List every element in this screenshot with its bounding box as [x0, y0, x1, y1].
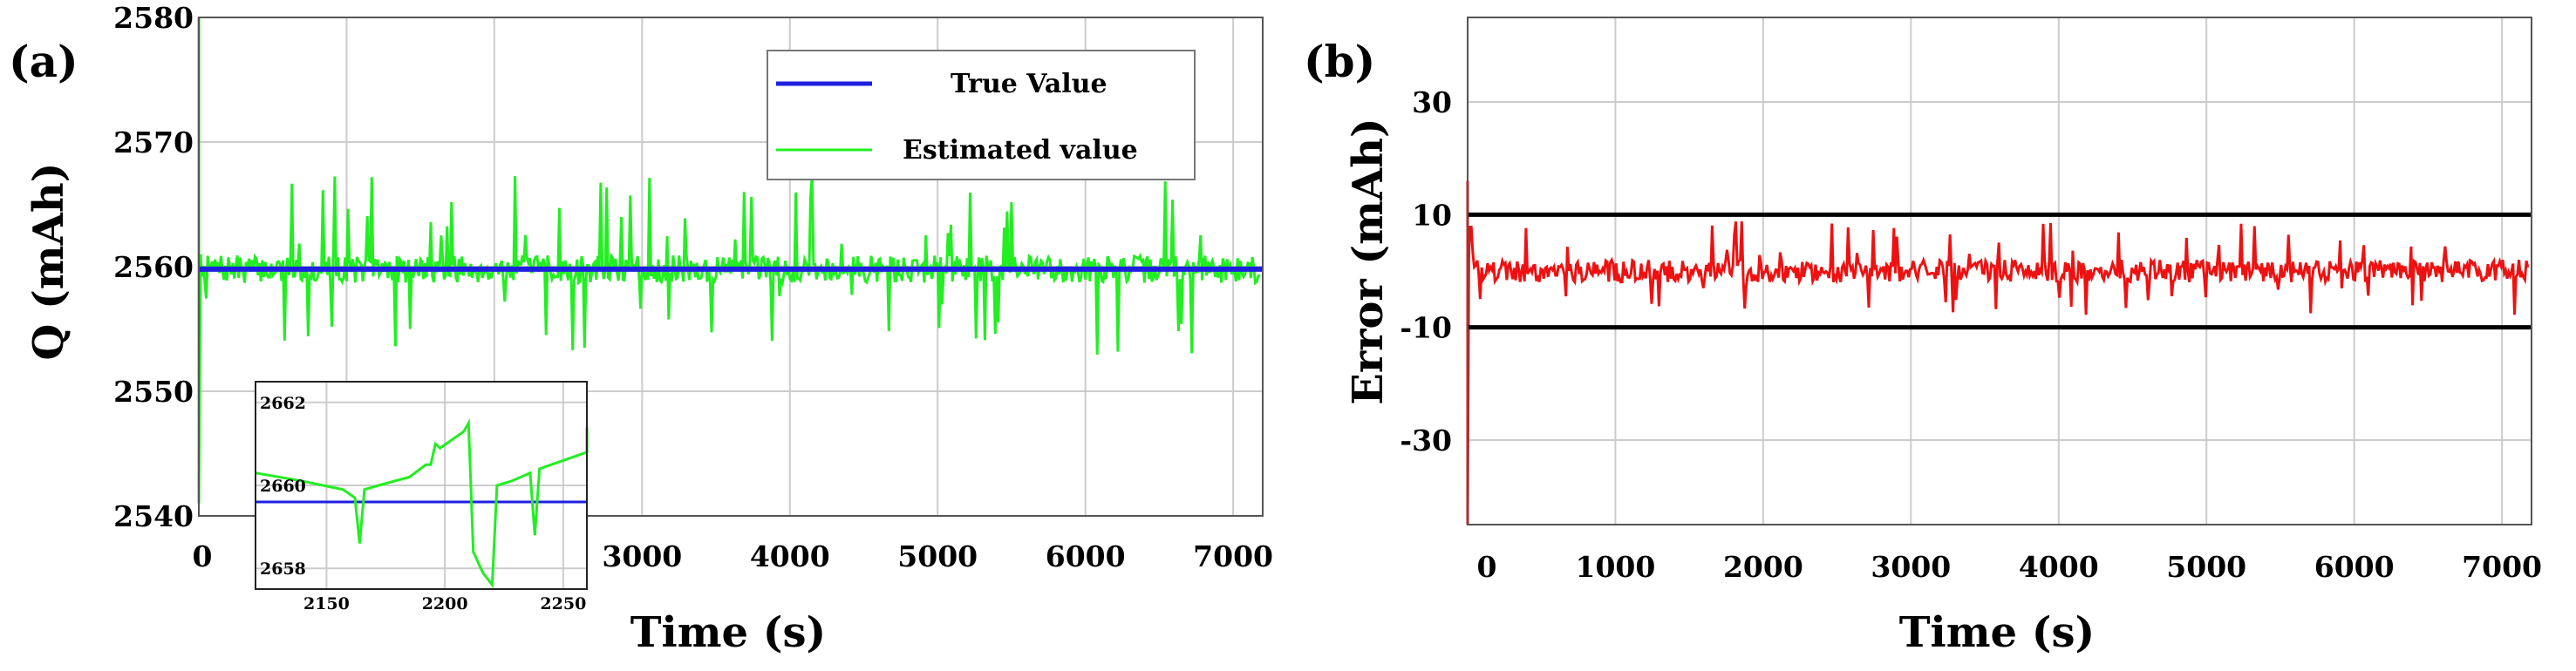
panel-b-error-line — [1466, 180, 2530, 525]
panel-a-legend: True Value Estimated value — [767, 50, 1196, 180]
b-ytick-label: 10 — [1412, 198, 1452, 232]
panel-a-label: (a) — [9, 36, 78, 87]
a-xtick-label: 5000 — [897, 539, 978, 573]
b-ytick-label: -10 — [1400, 311, 1452, 345]
panel-b-label: (b) — [1304, 36, 1375, 87]
panel-b-x-ticks: 0 1000 2000 3000 4000 5000 6000 7000 — [1477, 550, 2543, 584]
panel-a: (a) 2540 2550 2560 2570 2580 0 3000 4000 5000 60… — [9, 1, 1273, 657]
inset-xtick-label: 2150 — [303, 594, 350, 613]
inset-ytick-label: 2660 — [260, 477, 306, 496]
inset-ytick-label: 2662 — [260, 394, 306, 413]
a-xtick-label: 4000 — [750, 539, 830, 573]
inset-xtick-label: 2250 — [540, 594, 586, 613]
b-xtick-label: 6000 — [2314, 550, 2395, 584]
panel-b: (b) -30 -10 10 30 0 1000 2000 3000 4000 5000 6000… — [1304, 17, 2542, 657]
b-xtick-label: 3000 — [1871, 550, 1951, 584]
legend-box — [767, 50, 1196, 180]
inset-xtick-label: 2200 — [422, 594, 468, 613]
legend-estimated-label: Estimated value — [903, 135, 1138, 166]
panel-a-x-ticks: 0 3000 4000 5000 6000 7000 — [193, 539, 1274, 573]
b-ytick-label: -30 — [1400, 424, 1452, 458]
a-xtick-label: 3000 — [602, 539, 682, 573]
panel-b-ylabel: Error (mAh) — [1344, 118, 1393, 405]
inset-frame — [255, 381, 588, 590]
panel-a-ylabel: Q (mAh) — [24, 163, 73, 361]
panel-b-y-ticks: -30 -10 10 30 — [1400, 85, 1452, 458]
panel-b-xlabel: Time (s) — [1899, 608, 2095, 657]
b-xtick-label: 1000 — [1576, 550, 1656, 584]
b-xtick-label: 7000 — [2462, 550, 2542, 584]
panel-a-y-ticks: 2540 2550 2560 2570 2580 — [113, 1, 194, 533]
inset-ticks: 2658 2660 2662 2150 2200 2250 — [260, 394, 586, 613]
a-ytick-label: 2570 — [113, 125, 194, 159]
a-ytick-label: 2580 — [113, 1, 194, 35]
a-ytick-label: 2560 — [113, 250, 194, 284]
b-ytick-label: 30 — [1412, 85, 1452, 119]
b-xtick-label: 4000 — [2019, 550, 2099, 584]
panel-a-inset: 2658 2660 2662 2150 2200 2250 — [255, 381, 589, 613]
b-xtick-label: 5000 — [2166, 550, 2246, 584]
a-xtick-label: 6000 — [1046, 539, 1126, 573]
legend-true-label: True Value — [951, 69, 1107, 99]
a-xtick-label: 7000 — [1193, 539, 1273, 573]
inset-estimated-line — [255, 418, 589, 589]
inset-ytick-label: 2658 — [260, 559, 306, 579]
b-xtick-label: 0 — [1477, 550, 1497, 584]
a-xtick-label: 0 — [193, 539, 213, 573]
panel-a-xlabel: Time (s) — [630, 608, 826, 657]
b-xtick-label: 2000 — [1723, 550, 1803, 584]
a-ytick-label: 2540 — [113, 499, 194, 533]
panel-a-frame — [198, 17, 1264, 517]
panel-a-estimated-line — [197, 17, 1261, 504]
a-ytick-label: 2550 — [113, 375, 194, 409]
panel-b-frame — [1467, 17, 2532, 525]
